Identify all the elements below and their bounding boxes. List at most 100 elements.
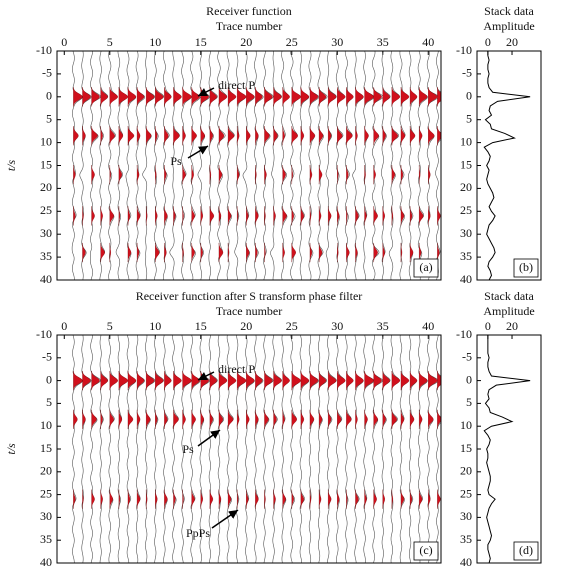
pulse [73, 206, 76, 226]
pulse [73, 409, 78, 430]
pulse [409, 87, 418, 107]
pulse [419, 409, 423, 430]
plot-area [71, 51, 441, 280]
pulse [136, 242, 140, 263]
pulse [346, 87, 354, 107]
pulse [355, 206, 359, 226]
pulse [73, 125, 79, 146]
pulse [400, 242, 403, 263]
trace [135, 335, 145, 563]
pulse [364, 489, 367, 509]
pulse [428, 164, 431, 185]
panel-label-box [513, 541, 539, 561]
pulse [328, 409, 332, 430]
y-tick-label: -10 [36, 43, 52, 57]
y-tick-label: -10 [36, 327, 52, 341]
pulse [100, 125, 103, 146]
pulse [273, 489, 276, 509]
pulse [173, 125, 180, 146]
trace [108, 335, 118, 563]
pulse [82, 242, 86, 263]
pulse [127, 409, 134, 430]
pulse [82, 125, 86, 146]
plot-area [483, 335, 531, 563]
pulse [118, 206, 121, 226]
y-tick-label: 20 [460, 180, 472, 194]
pulse [300, 489, 305, 509]
pulse [82, 370, 91, 391]
trace [344, 51, 353, 280]
x-tick-label: 20 [240, 319, 252, 333]
pulse [173, 206, 176, 226]
pulse [118, 87, 129, 107]
trace [135, 51, 146, 280]
pulse [282, 242, 285, 263]
pulse [346, 489, 348, 509]
trace [408, 335, 417, 563]
trace [299, 335, 310, 563]
trace [154, 335, 164, 563]
trace [71, 51, 83, 280]
pulse [346, 242, 350, 263]
pulse [82, 87, 91, 107]
trace [190, 51, 201, 280]
pulse [146, 125, 152, 146]
x-tick-label: 20 [240, 35, 252, 49]
trace [336, 335, 346, 563]
plot-area [483, 51, 531, 280]
x-axis-label: Amplitude [483, 304, 534, 318]
pulse [309, 87, 319, 107]
pulse [218, 489, 222, 509]
pulse [91, 206, 95, 226]
pulse [355, 409, 358, 430]
x-tick-label: 30 [331, 319, 343, 333]
pulse [400, 489, 405, 509]
panel-label: (d) [519, 543, 533, 557]
pulse [127, 489, 131, 509]
pulse [146, 409, 151, 430]
pulse [337, 206, 340, 226]
y-axis-label: t/s [4, 443, 18, 455]
chart-title: Stack data [484, 289, 534, 303]
pulse [246, 489, 249, 509]
trace [426, 51, 439, 280]
pulse [255, 206, 259, 226]
pulse [227, 489, 232, 509]
pulse [146, 87, 155, 107]
pulse [291, 125, 298, 146]
pulse [382, 489, 385, 509]
y-tick-label: 10 [40, 134, 52, 148]
trace [89, 51, 101, 280]
pulse [428, 125, 435, 146]
pulse [309, 125, 316, 146]
pulse [127, 206, 131, 226]
pulse [264, 242, 266, 263]
y-tick-label: -5 [42, 66, 52, 80]
trace [226, 335, 236, 563]
pulse [309, 206, 312, 226]
y-tick-label: 35 [40, 249, 52, 263]
pulse [109, 370, 118, 391]
trace [169, 51, 182, 280]
pulse [373, 87, 382, 107]
pulse [291, 489, 294, 509]
chart-title: Stack data [484, 4, 534, 18]
stack-line [483, 51, 531, 280]
pulse [182, 125, 186, 146]
axes-frame [476, 50, 542, 281]
pulse [355, 242, 358, 263]
pulse [146, 489, 148, 509]
pulse [109, 125, 115, 146]
x-tick-label: 0 [485, 35, 491, 49]
pulse [73, 489, 76, 509]
y-tick-label: 0 [46, 372, 52, 386]
pulse [237, 125, 240, 146]
pulse [118, 164, 123, 185]
trace [318, 335, 328, 563]
trace [217, 335, 228, 563]
pulse [291, 87, 301, 107]
panel-label: (a) [419, 260, 432, 274]
trace [226, 51, 236, 280]
pulse [291, 409, 297, 430]
pulse [337, 242, 339, 263]
